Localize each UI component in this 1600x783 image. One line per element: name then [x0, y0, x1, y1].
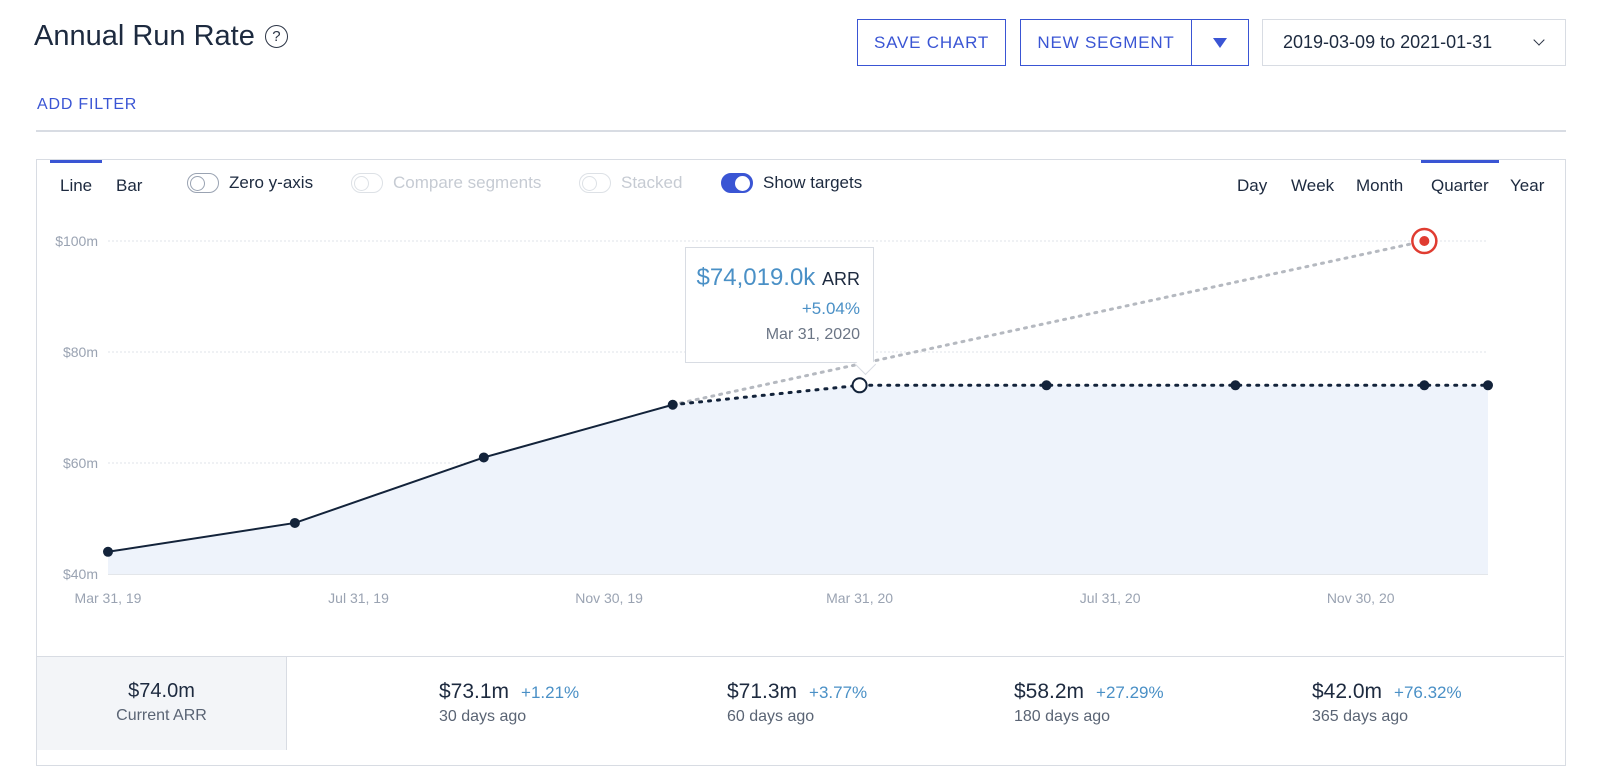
tooltip-value: $74,019.0k [696, 264, 816, 291]
tooltip-change: +5.04% [801, 299, 860, 318]
data-point [103, 546, 113, 557]
data-point [478, 452, 489, 463]
toggle-switch [351, 173, 383, 193]
compare-segments-label: Compare segments [393, 173, 542, 192]
data-point [1230, 380, 1241, 391]
chart-tooltip: $74,019.0k ARR +5.04% Mar 31, 2020 [685, 247, 874, 363]
data-point [1483, 380, 1493, 391]
stat-value: $42.0m [1312, 680, 1383, 703]
y-tick-label: $100m [55, 233, 98, 249]
series-line-projected [671, 383, 1490, 407]
new-segment-button[interactable]: NEW SEGMENT [1020, 19, 1249, 66]
caret-down-icon [1213, 37, 1227, 48]
x-tick-label: Jul 31, 19 [328, 590, 389, 606]
stat-label: 180 days ago [1014, 708, 1111, 725]
highlighted-point [851, 377, 868, 394]
stat-value: $71.3m [727, 680, 798, 703]
tooltip-value-row: $74,019.0k ARR [686, 264, 860, 292]
zero-y-axis-toggle[interactable]: Zero y-axis [187, 173, 313, 193]
interval-month[interactable]: Month [1356, 176, 1404, 195]
chevron-down-icon [1533, 34, 1545, 46]
arr-line-chart[interactable]: $40m $60m $80m $100m Mar 31, 19 Jul 31, 19 Nov… [37, 160, 1564, 654]
page-title-text: Annual Run Rate [34, 20, 255, 52]
stat-label: 60 days ago [727, 708, 815, 725]
divider [36, 130, 1566, 132]
x-tick-label: Nov 30, 20 [1327, 590, 1395, 606]
x-tick-label: Mar 31, 19 [75, 590, 142, 606]
stat-label: 30 days ago [439, 708, 527, 725]
toggle-switch [579, 173, 611, 193]
target-line [671, 239, 1426, 407]
target-marker-dot [1419, 236, 1430, 246]
stat-change: +1.21% [521, 683, 580, 702]
stat-180-days: $58.2m +27.29% 180 days ago [1014, 680, 1164, 726]
x-tick-label: Nov 30, 19 [575, 590, 643, 606]
add-filter-button[interactable]: ADD FILTER [37, 96, 138, 113]
stacked-toggle: Stacked [579, 173, 682, 193]
date-range-value: 2019-03-09 to 2021-01-31 [1283, 32, 1493, 52]
stat-365-days: $42.0m +76.32% 365 days ago [1312, 680, 1462, 726]
stat-60-days: $71.3m +3.77% 60 days ago [727, 680, 867, 726]
show-targets-label: Show targets [763, 173, 863, 192]
compare-segments-toggle: Compare segments [351, 173, 541, 193]
tooltip-date: Mar 31, 2020 [765, 326, 860, 343]
toggle-switch[interactable] [187, 173, 219, 193]
chart-panel: Line Bar Zero y-axis Compare segments St… [36, 159, 1566, 766]
x-tick-label: Jul 31, 20 [1080, 590, 1141, 606]
current-arr-value: $74.0m [128, 680, 195, 702]
tooltip-unit: ARR [821, 269, 860, 289]
summary-bar: $74.0m Current ARR $73.1m +1.21% 30 days … [37, 656, 1564, 750]
y-tick-label: $60m [63, 455, 98, 471]
segment-dropdown-toggle[interactable] [1191, 20, 1248, 65]
y-tick-label: $80m [63, 344, 98, 360]
interval-week[interactable]: Week [1291, 176, 1335, 195]
y-tick-label: $40m [63, 566, 98, 582]
tab-line[interactable]: Line [49, 160, 103, 195]
current-arr-cell: $74.0m Current ARR [37, 657, 287, 750]
stacked-label: Stacked [621, 173, 683, 192]
current-arr-label: Current ARR [116, 707, 207, 724]
interval-day[interactable]: Day [1237, 176, 1268, 195]
series-area [108, 385, 1488, 574]
data-point [667, 399, 678, 410]
stat-value: $73.1m [439, 680, 510, 703]
data-point [1419, 380, 1430, 391]
save-chart-label: SAVE CHART [873, 32, 990, 52]
show-targets-toggle[interactable]: Show targets [721, 173, 862, 193]
date-range-picker[interactable]: 2019-03-09 to 2021-01-31 [1262, 19, 1566, 66]
new-segment-label: NEW SEGMENT [1037, 32, 1175, 52]
save-chart-button[interactable]: SAVE CHART [857, 19, 1006, 66]
interval-quarter[interactable]: Quarter [1421, 160, 1499, 195]
stat-change: +76.32% [1394, 683, 1462, 702]
stat-change: +27.29% [1096, 683, 1164, 702]
stat-change: +3.77% [809, 683, 868, 702]
help-icon[interactable]: ? [264, 25, 288, 48]
interval-year[interactable]: Year [1510, 176, 1545, 195]
series-line-actual [107, 403, 674, 553]
data-point [1041, 380, 1052, 391]
toggle-switch[interactable] [721, 173, 753, 193]
page-title: Annual Run Rate ? [34, 20, 288, 53]
zero-y-axis-label: Zero y-axis [229, 173, 314, 192]
tab-bar[interactable]: Bar [116, 176, 143, 195]
x-tick-label: Mar 31, 20 [826, 590, 893, 606]
stat-value: $58.2m [1014, 680, 1085, 703]
data-point [289, 517, 300, 528]
stat-30-days: $73.1m +1.21% 30 days ago [439, 680, 579, 726]
stat-label: 365 days ago [1312, 708, 1409, 725]
